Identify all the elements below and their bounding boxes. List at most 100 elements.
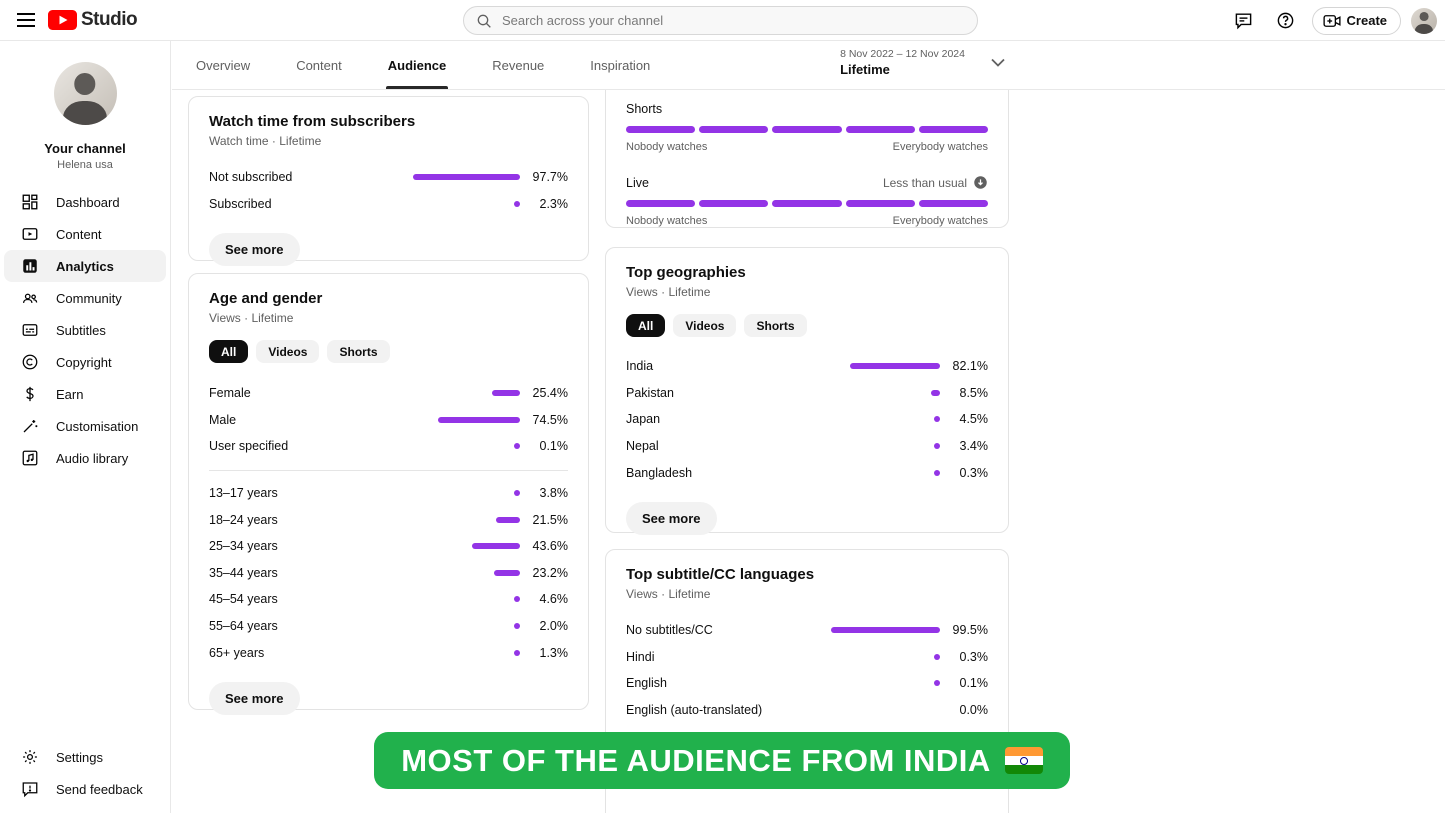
filter-chip-videos[interactable]: Videos: [256, 340, 320, 363]
format-group-live: Live Less than usual Nobody watches Ever…: [626, 175, 989, 227]
customisation-icon: [21, 417, 39, 435]
stat-row: India 82.1%: [626, 359, 988, 374]
stat-bar: [934, 443, 940, 450]
card-title: Top subtitle/CC languages: [626, 566, 815, 583]
age-and-gender-card: Age and gender Views · Lifetime All Vide…: [188, 273, 589, 715]
formats-card: Shorts Nobody watches Everybody watches …: [605, 90, 1009, 228]
youtube-studio-logo[interactable]: Studio: [48, 9, 138, 31]
audio-library-icon: [21, 449, 39, 467]
subtitles-icon: [21, 321, 39, 339]
tab-overview[interactable]: Overview: [196, 57, 251, 73]
see-more-button[interactable]: See more: [209, 233, 300, 267]
account-avatar[interactable]: [1411, 7, 1437, 34]
filter-chip-all[interactable]: All: [209, 340, 249, 363]
card-subtitle: Views · Lifetime: [209, 311, 294, 325]
channel-handle: Helena usa: [57, 159, 113, 171]
stat-bar: [934, 653, 940, 660]
stat-row: Subscribed 2.3%: [209, 196, 568, 211]
stat-row: Pakistan 8.5%: [626, 385, 988, 400]
tab-revenue[interactable]: Revenue: [492, 57, 545, 73]
sidebar-item-label: Audio library: [56, 450, 129, 466]
filter-chip-shorts[interactable]: Shorts: [327, 340, 390, 363]
community-icon: [21, 289, 39, 307]
sidebar-item-customisation[interactable]: Customisation: [4, 410, 166, 442]
filter-chip-shorts[interactable]: Shorts: [744, 314, 807, 337]
sidebar-item-label: Community: [56, 290, 122, 306]
search-bar[interactable]: [463, 6, 978, 35]
segment-bar: [626, 126, 989, 133]
card-title: Watch time from subscribers: [209, 113, 416, 130]
search-icon: [476, 13, 492, 29]
stat-row: English 0.1%: [626, 676, 988, 691]
sidebar-item-label: Settings: [56, 749, 103, 765]
stat-bar: [514, 649, 520, 656]
format-group-shorts: Shorts Nobody watches Everybody watches: [626, 102, 989, 153]
sidebar-item-settings[interactable]: Settings: [4, 741, 166, 773]
card-title: Age and gender: [209, 290, 323, 307]
trend-down-icon: [973, 175, 988, 190]
stat-bar: [494, 569, 520, 576]
sidebar-item-label: Analytics: [56, 258, 114, 274]
channel-name: Your channel: [44, 141, 126, 156]
sidebar: Your channel Helena usa Dashboard Conten…: [0, 41, 171, 813]
stat-bar: [830, 627, 940, 634]
stat-bar: [514, 490, 520, 497]
card-title: Top geographies: [626, 264, 746, 281]
sidebar-item-copyright[interactable]: Copyright: [4, 346, 166, 378]
sidebar-item-earn[interactable]: Earn: [4, 378, 166, 410]
create-label: Create: [1346, 13, 1387, 28]
stat-row: 18–24 years 21.5%: [209, 512, 568, 527]
search-input[interactable]: [502, 13, 965, 28]
brand-text: Studio: [81, 9, 138, 30]
tab-audience[interactable]: Audience: [385, 41, 449, 89]
analytics-icon: [21, 257, 39, 275]
stat-row: 55–64 years 2.0%: [209, 619, 568, 634]
help-icon[interactable]: [1270, 5, 1302, 37]
date-range-picker[interactable]: 8 Nov 2022 – 12 Nov 2024 Lifetime: [840, 48, 1005, 77]
stat-row: 35–44 years 23.2%: [209, 565, 568, 580]
filter-chip-videos[interactable]: Videos: [673, 314, 737, 337]
stat-bar: [514, 623, 520, 630]
watch-time-from-subscribers-card: Watch time from subscribers Watch time ·…: [188, 96, 589, 267]
channel-avatar[interactable]: [53, 62, 117, 125]
top-geographies-card: Top geographies Views · Lifetime All Vid…: [605, 247, 1009, 535]
stat-row: 45–54 years 4.6%: [209, 592, 568, 607]
sidebar-item-label: Copyright: [56, 354, 112, 370]
sidebar-item-audio-library[interactable]: Audio library: [4, 442, 166, 474]
stat-row: Japan 4.5%: [626, 412, 988, 427]
divider: [209, 469, 568, 471]
tab-inspiration[interactable]: Inspiration: [590, 57, 651, 73]
stat-bar: [514, 200, 520, 207]
earn-icon: [21, 385, 39, 403]
tab-content[interactable]: Content: [296, 57, 342, 73]
topbar: Studio Create: [0, 0, 1445, 41]
sidebar-item-subtitles[interactable]: Subtitles: [4, 314, 166, 346]
stat-row: 13–17 years 3.8%: [209, 486, 568, 501]
filter-chip-all[interactable]: All: [626, 314, 666, 337]
sidebar-item-dashboard[interactable]: Dashboard: [4, 186, 166, 218]
content-icon: [21, 225, 39, 243]
sidebar-item-send-feedback[interactable]: Send feedback: [4, 773, 166, 805]
stat-bar: [934, 469, 940, 476]
stat-row: Bangladesh 0.3%: [626, 465, 988, 480]
stat-bar: [472, 543, 520, 550]
sidebar-item-content[interactable]: Content: [4, 218, 166, 250]
stat-bar: [438, 416, 520, 423]
create-button[interactable]: Create: [1311, 6, 1401, 35]
gear-icon: [21, 748, 39, 766]
sidebar-item-analytics[interactable]: Analytics: [4, 250, 166, 282]
see-more-button[interactable]: See more: [209, 681, 300, 715]
status-text: Less than usual: [882, 175, 967, 190]
feedback-bubble-icon[interactable]: [1228, 5, 1260, 37]
sidebar-item-community[interactable]: Community: [4, 282, 166, 314]
dashboard-icon: [21, 193, 39, 211]
stat-bar: [514, 443, 520, 450]
stat-bar: [934, 416, 940, 423]
see-more-button[interactable]: See more: [626, 501, 717, 535]
stat-row: 25–34 years 43.6%: [209, 539, 568, 554]
stat-row: Male 74.5%: [209, 412, 568, 427]
menu-icon[interactable]: [6, 0, 46, 40]
stat-bar: [492, 390, 520, 397]
stat-bar: [930, 389, 940, 396]
format-label: Shorts: [626, 102, 663, 116]
